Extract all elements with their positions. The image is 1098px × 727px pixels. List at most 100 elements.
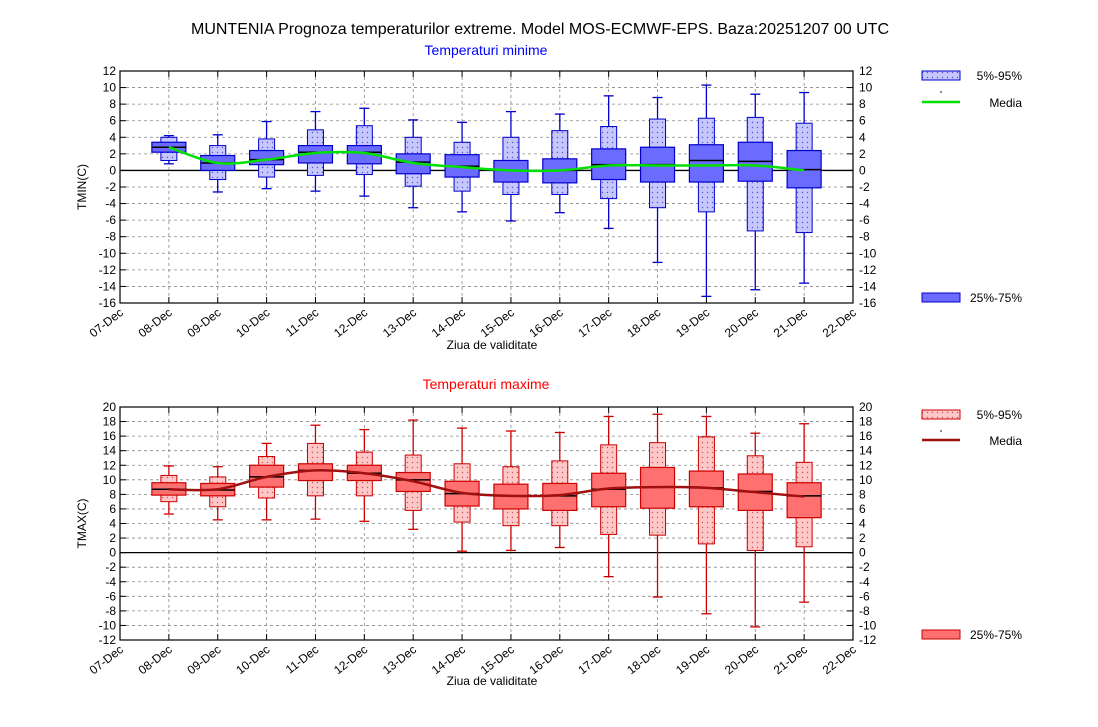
y-tick-label-left: -2 (105, 560, 116, 574)
y-tick-label-right: 2 (859, 531, 866, 545)
y-tick-label-right: 12 (859, 64, 873, 78)
y-tick-label-right: -10 (859, 246, 877, 260)
x-tick-label: 22-Dec (820, 642, 859, 677)
y-tick-label-right: 6 (859, 502, 866, 516)
y-tick-label-right: 10 (859, 473, 873, 487)
x-tick-label: 20-Dec (722, 305, 761, 340)
x-tick-label: 14-Dec (429, 305, 468, 340)
x-tick-label: 07-Dec (87, 642, 126, 677)
y-tick-label-left: 12 (103, 64, 117, 78)
x-tick-label: 08-Dec (136, 305, 175, 340)
y-tick-label-left: 18 (103, 415, 117, 429)
y-tick-label-right: 8 (859, 487, 866, 501)
x-tick-label: 17-Dec (575, 642, 614, 677)
x-tick-label: 17-Dec (575, 305, 614, 340)
mean-line (168, 146, 805, 173)
box-17-Dec (591, 95, 627, 230)
x-tick-label: 11-Dec (283, 642, 321, 676)
y-tick-label-left: -6 (105, 213, 116, 227)
box-21-Dec (786, 91, 822, 284)
x-tick-label: 19-Dec (673, 305, 712, 340)
y-tick-label-left: -10 (99, 246, 117, 260)
iqr-box (346, 144, 382, 165)
y-tick-label-left: 0 (109, 163, 116, 177)
x-tick-label: 15-Dec (478, 642, 517, 677)
y-tick-label-left: 8 (109, 97, 116, 111)
legend-whisker-label: 5%-95% (977, 408, 1023, 422)
legend: 5%-95% Media 25%-75% (921, 408, 1023, 642)
box-19-Dec (688, 84, 725, 298)
y-axis-label: TMIN(C) (75, 164, 89, 210)
x-tick-label: 18-Dec (624, 642, 663, 677)
box-08-Dec (151, 134, 187, 165)
legend-mean-label: Media (989, 96, 1022, 110)
x-tick-label: 22-Dec (820, 305, 859, 340)
y-tick-label-right: 12 (859, 458, 873, 472)
box-16-Dec (542, 431, 578, 549)
y-tick-label-right: -8 (859, 230, 870, 244)
legend-whisker-swatch (921, 70, 961, 81)
legend-box-label: 25%-75% (970, 628, 1022, 642)
y-tick-label-right: 18 (859, 415, 873, 429)
y-tick-label-left: -2 (105, 180, 116, 194)
y-tick-label-right: 8 (859, 97, 866, 111)
y-tick-label-right: 16 (859, 429, 873, 443)
box-12-Dec (346, 107, 382, 197)
box-18-Dec (639, 96, 676, 264)
y-tick-label-left: 4 (109, 130, 116, 144)
y-tick-label-left: -4 (105, 575, 116, 589)
box-21-Dec (786, 423, 822, 603)
y-tick-label-left: 8 (109, 487, 116, 501)
y-tick-label-right: -2 (859, 560, 870, 574)
y-tick-label-left: 14 (103, 444, 117, 458)
y-tick-label-right: 2 (859, 147, 866, 161)
x-tick-label: 20-Dec (722, 642, 761, 677)
y-tick-label-left: -16 (99, 296, 117, 310)
x-tick-label: 09-Dec (184, 305, 223, 340)
y-tick-label-right: -12 (859, 263, 877, 277)
y-tick-label-left: 4 (109, 517, 116, 531)
x-tick-label: 10-Dec (233, 305, 272, 340)
x-tick-label: 10-Dec (233, 642, 272, 677)
legend: 5%-95% Media 25%-75% (921, 69, 1022, 305)
box-09-Dec (200, 466, 236, 521)
legend-whisker-swatch (921, 409, 961, 420)
box-19-Dec (688, 415, 725, 615)
y-tick-label-right: -4 (859, 575, 870, 589)
box-18-Dec (639, 413, 676, 598)
x-tick-label: 21-Dec (771, 305, 810, 340)
box-10-Dec (249, 442, 285, 521)
chart-panel-tmin: Temperaturi minime -16 -16 -14 -14 -12 -12 -10 -… (75, 42, 1022, 352)
y-tick-label-right: 0 (859, 163, 866, 177)
y-tick-label-left: 2 (109, 531, 116, 545)
panel-title: Temperaturi minime (425, 42, 548, 58)
legend-box-label: 25%-75% (970, 291, 1022, 305)
legend-dot (940, 91, 942, 93)
chart-panel-tmax: Temperaturi maxime-12 -12-10 -10-8 -8-6 -6-4… (75, 376, 1022, 688)
x-tick-label: 11-Dec (283, 305, 321, 339)
y-tick-label-right: 14 (859, 444, 873, 458)
y-tick-label-right: -6 (859, 213, 870, 227)
x-tick-label: 08-Dec (136, 642, 175, 677)
y-tick-label-right: -14 (859, 279, 877, 293)
x-tick-label: 13-Dec (380, 642, 419, 677)
x-tick-label: 12-Dec (331, 305, 370, 340)
y-tick-label-right: -2 (859, 180, 870, 194)
y-tick-label-left: 10 (103, 473, 117, 487)
iqr-box (688, 144, 725, 183)
legend-box-swatch (921, 629, 961, 640)
y-tick-label-left: -4 (105, 197, 116, 211)
y-tick-label-left: 0 (109, 546, 116, 560)
box-15-Dec (493, 430, 529, 552)
y-tick-label-right: -16 (859, 296, 877, 310)
y-tick-label-right: -8 (859, 604, 870, 618)
y-tick-label-left: 12 (103, 458, 117, 472)
y-tick-label-right: 0 (859, 546, 866, 560)
figure-title: MUNTENIA Prognoza temperaturilor extreme… (191, 21, 889, 38)
y-tick-label-right: -4 (859, 197, 870, 211)
y-tick-label-right: -6 (859, 589, 870, 603)
x-tick-label: 21-Dec (771, 642, 810, 677)
box-13-Dec (395, 419, 431, 530)
